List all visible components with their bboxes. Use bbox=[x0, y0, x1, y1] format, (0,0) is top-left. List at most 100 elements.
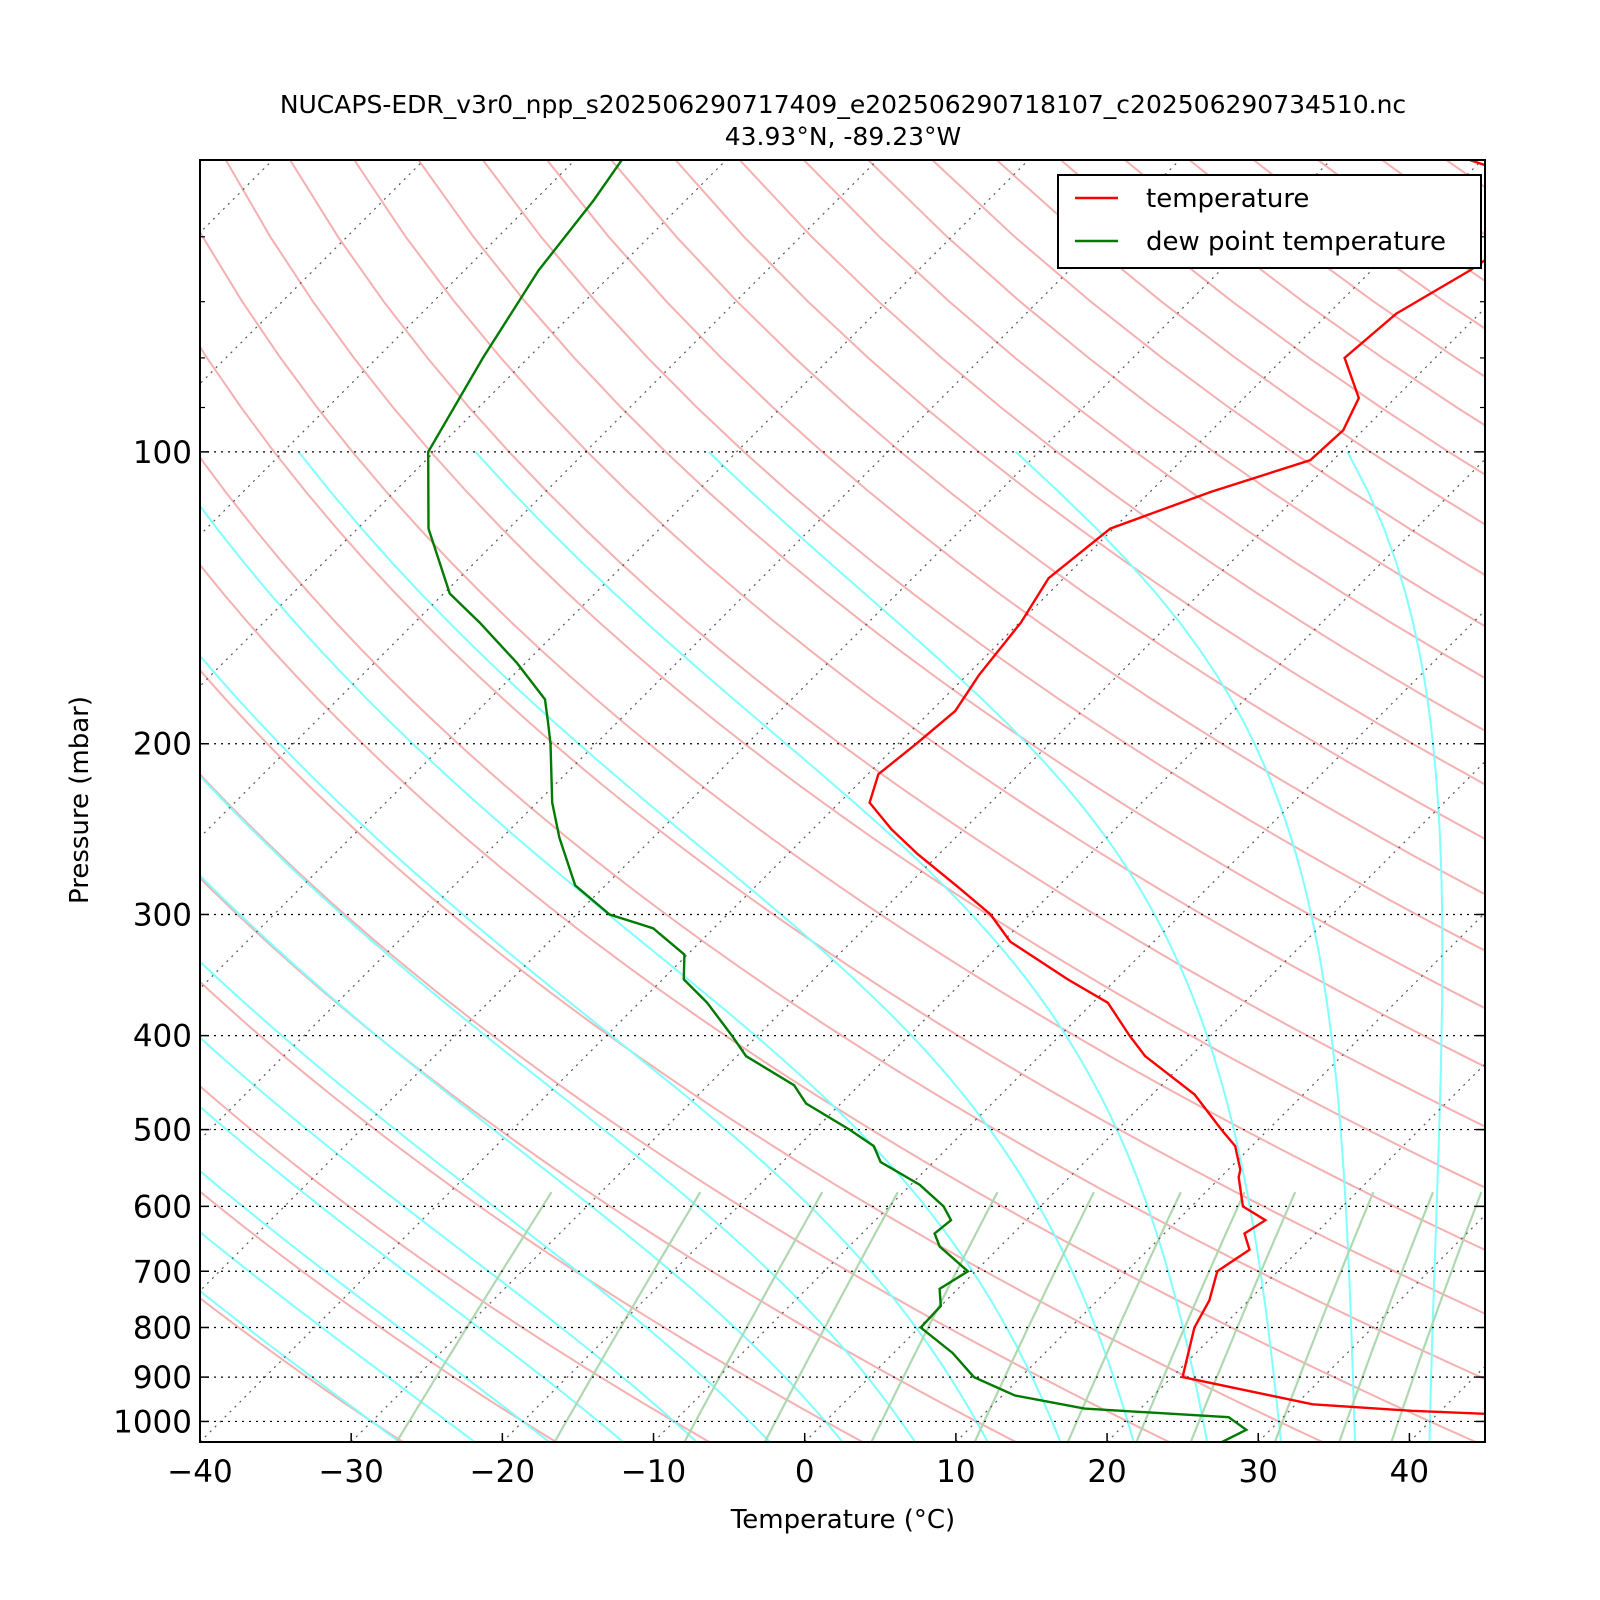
mixing-ratio-line bbox=[1189, 1191, 1297, 1442]
moist-adiabat bbox=[200, 960, 771, 1442]
legend-label-temperature: temperature bbox=[1146, 184, 1309, 214]
mixing-ratio-line bbox=[870, 1191, 999, 1442]
x-tick-label: 10 bbox=[936, 1454, 975, 1490]
isotherm-line bbox=[1561, 160, 1600, 1442]
dry-adiabat bbox=[1252, 160, 1485, 330]
isotherm-line bbox=[653, 609, 1485, 1442]
isotherm-line bbox=[0, 160, 121, 1442]
isotherm-line bbox=[350, 307, 1485, 1442]
dry-adiabat bbox=[867, 160, 1485, 628]
moist-adiabat bbox=[1346, 451, 1444, 1442]
mixing-ratio-line bbox=[395, 1191, 553, 1442]
y-axis-label: Pressure (mbar) bbox=[65, 696, 95, 904]
y-tick-label: 400 bbox=[133, 1019, 192, 1055]
x-tick-label: −10 bbox=[621, 1454, 686, 1490]
y-tick-label: 900 bbox=[133, 1360, 192, 1396]
x-tick-label: −40 bbox=[167, 1454, 232, 1490]
mixing-ratio-line bbox=[1135, 1191, 1246, 1442]
isotherm-line bbox=[1257, 1214, 1485, 1442]
y-tick-label: 600 bbox=[133, 1189, 192, 1225]
isotherm-line bbox=[501, 458, 1485, 1442]
moist-adiabat bbox=[200, 774, 916, 1442]
mixing-ratio-line bbox=[973, 1191, 1095, 1442]
mixing-ratio-line bbox=[553, 1191, 702, 1442]
chart-subtitle: 43.93°N, -89.23°W bbox=[725, 122, 961, 151]
x-tick-label: −30 bbox=[318, 1454, 383, 1490]
isotherm-line bbox=[804, 760, 1485, 1442]
dry-adiabat bbox=[289, 160, 1485, 1128]
mixing-ratio-line bbox=[1273, 1191, 1375, 1442]
y-tick-label: 1000 bbox=[113, 1404, 192, 1440]
dry-adiabat bbox=[200, 455, 1485, 1381]
dry-adiabat bbox=[353, 160, 1485, 1068]
dry-adiabat bbox=[200, 563, 1477, 1442]
dry-adiabat bbox=[546, 160, 1485, 896]
y-tick-label: 800 bbox=[133, 1310, 192, 1346]
y-tick-label: 500 bbox=[133, 1113, 192, 1149]
dry-adiabat bbox=[200, 980, 864, 1442]
dry-adiabat bbox=[1511, 160, 1600, 1442]
x-tick-label: 20 bbox=[1087, 1454, 1126, 1490]
moist-adiabat bbox=[297, 451, 1135, 1442]
dry-adiabat bbox=[200, 344, 1485, 1315]
dry-adiabat bbox=[931, 160, 1485, 577]
plot-frame bbox=[199, 159, 1486, 1443]
data-lines bbox=[426, 160, 1485, 1442]
dry-adiabat bbox=[1060, 160, 1485, 476]
moist-adiabat bbox=[200, 1036, 698, 1442]
legend-box bbox=[1057, 174, 1482, 269]
dry-adiabat bbox=[1124, 160, 1485, 427]
isotherm-line bbox=[200, 160, 1181, 1141]
moist-adiabat bbox=[200, 504, 1062, 1442]
y-tick-label: 300 bbox=[133, 897, 192, 933]
moist-adiabat bbox=[707, 451, 1282, 1442]
series-line-dewpoint bbox=[426, 160, 1249, 1442]
axes: −40 −30 −20 −10 0 10 20 30 40 100 200 300 400 500 600 7… bbox=[113, 236, 1485, 1490]
dry-adiabat bbox=[610, 160, 1485, 841]
background-lines bbox=[0, 160, 1600, 1442]
legend: temperature dew point temperature bbox=[1057, 174, 1482, 269]
dry-adiabat bbox=[417, 160, 1485, 1010]
legend-label-dewpoint: dew point temperature bbox=[1146, 227, 1446, 257]
x-tick-label: 0 bbox=[795, 1454, 815, 1490]
dry-adiabat bbox=[1445, 160, 1485, 189]
mixing-ratio-line bbox=[1338, 1191, 1435, 1442]
moist-adiabat bbox=[200, 1169, 550, 1442]
isotherm-line bbox=[1106, 1063, 1485, 1442]
dry-adiabat bbox=[996, 160, 1485, 526]
x-tick-label: −20 bbox=[470, 1454, 535, 1490]
dry-adiabat bbox=[674, 160, 1485, 786]
isotherm-line bbox=[200, 160, 727, 687]
dry-adiabat bbox=[200, 1296, 404, 1442]
dry-adiabat bbox=[803, 160, 1485, 680]
y-tick-label: 700 bbox=[133, 1254, 192, 1290]
moist-adiabat bbox=[200, 1105, 624, 1442]
chart-title: NUCAPS-EDR_v3r0_npp_s202506290717409_e20… bbox=[280, 90, 1406, 119]
isotherm-line bbox=[200, 160, 1332, 1292]
mixing-ratio-line bbox=[683, 1191, 824, 1442]
moist-adiabat bbox=[1015, 451, 1357, 1442]
moist-adiabat bbox=[200, 1230, 476, 1442]
moist-adiabat bbox=[200, 654, 989, 1442]
y-tick-label: 200 bbox=[133, 727, 192, 763]
x-tick-label: 40 bbox=[1390, 1454, 1429, 1490]
dry-adiabat bbox=[200, 668, 1324, 1442]
moist-adiabat bbox=[200, 874, 844, 1442]
moist-adiabat bbox=[200, 1289, 401, 1442]
dry-adiabat bbox=[200, 772, 1170, 1442]
dry-adiabat bbox=[482, 160, 1485, 952]
mixing-ratio-line bbox=[764, 1191, 899, 1442]
x-axis-label: Temperature (°C) bbox=[730, 1505, 955, 1535]
series-line-temperature bbox=[868, 160, 1485, 1415]
dry-adiabat bbox=[200, 876, 1017, 1442]
dry-adiabat bbox=[738, 160, 1485, 732]
isotherm-line bbox=[955, 912, 1485, 1442]
dry-adiabat bbox=[1188, 160, 1485, 378]
moist-adiabat bbox=[474, 451, 1209, 1442]
dry-adiabat bbox=[224, 160, 1485, 1189]
x-tick-label: 30 bbox=[1239, 1454, 1278, 1490]
isotherm-line bbox=[200, 160, 1483, 1442]
y-tick-label: 100 bbox=[133, 435, 192, 471]
dry-adiabat bbox=[1575, 160, 1600, 1442]
